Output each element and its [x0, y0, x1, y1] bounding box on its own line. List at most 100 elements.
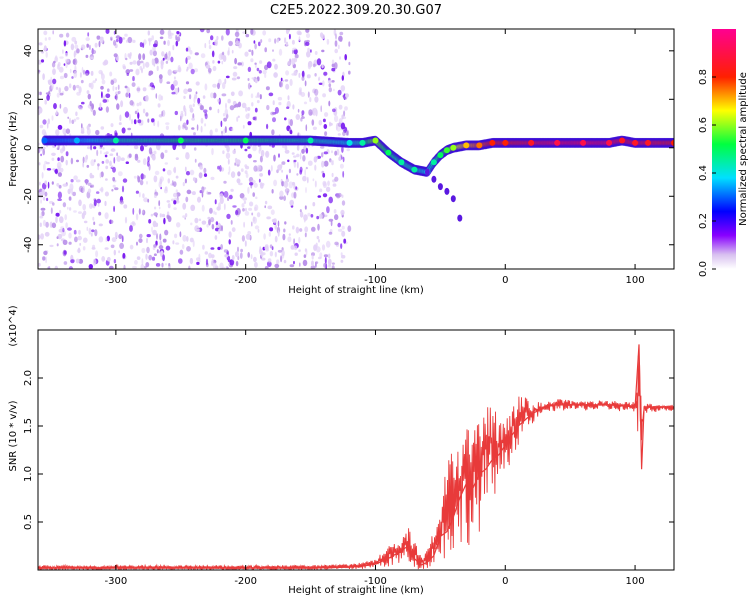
noise-speckle [316, 155, 319, 160]
noise-speckle [170, 83, 175, 91]
noise-speckle [116, 38, 119, 43]
noise-speckle [250, 93, 254, 99]
colorbar: 0.0 0.2 0.4 0.6 0.8 Normalized spectral ampl… [698, 29, 749, 277]
noise-speckle [221, 60, 224, 65]
noise-speckle [274, 107, 279, 114]
noise-speckle [288, 168, 291, 174]
noise-speckle [203, 109, 208, 113]
noise-speckle [198, 172, 203, 179]
noise-speckle [322, 193, 328, 198]
noise-speckle [285, 187, 288, 195]
noise-speckle [284, 117, 287, 121]
noise-speckle [147, 30, 150, 36]
track-point [372, 137, 379, 144]
track-point [398, 159, 405, 166]
noise-speckle [48, 266, 51, 269]
noise-speckle [118, 250, 120, 254]
noise-speckle [139, 101, 142, 106]
noise-speckle [259, 155, 263, 163]
noise-speckle [152, 50, 157, 57]
noise-speckle [192, 113, 195, 120]
noise-speckle [141, 210, 144, 214]
noise-speckle [301, 116, 305, 119]
noise-speckle [159, 36, 164, 40]
noise-speckle [105, 106, 109, 113]
noise-speckle [62, 145, 66, 152]
noise-speckle [159, 233, 162, 241]
noise-speckle [313, 112, 316, 116]
noise-speckle [96, 191, 100, 194]
noise-speckle [333, 62, 338, 70]
noise-speckle [95, 250, 99, 258]
noise-speckle [40, 212, 43, 217]
noise-speckle [67, 188, 71, 195]
noise-speckle [136, 60, 141, 66]
noise-speckle [52, 68, 56, 75]
noise-speckle [262, 30, 267, 36]
noise-speckle [78, 185, 84, 192]
noise-speckle [155, 93, 158, 99]
noise-speckle [182, 234, 187, 242]
noise-speckle [323, 160, 329, 167]
noise-speckle [274, 224, 278, 230]
noise-speckle [166, 169, 172, 176]
noise-speckle [254, 261, 258, 268]
noise-speckle [72, 84, 76, 91]
noise-speckle [74, 50, 77, 56]
noise-speckle [90, 159, 95, 167]
noise-speckle [127, 36, 133, 44]
noise-speckle [279, 195, 284, 200]
y-tick-label: -40 [23, 237, 34, 253]
noise-speckle [74, 236, 78, 243]
noise-speckle [194, 68, 198, 73]
noise-speckle [274, 38, 277, 44]
noise-speckle [142, 193, 145, 199]
noise-speckle [221, 225, 223, 232]
noise-speckle [80, 126, 85, 134]
noise-speckle [70, 43, 75, 51]
noise-speckle [86, 226, 89, 231]
noise-speckle [132, 265, 137, 269]
noise-speckle [96, 198, 101, 204]
noise-speckle [244, 170, 248, 175]
noise-speckle [247, 107, 251, 111]
noise-speckle [154, 206, 157, 210]
noise-speckle [322, 118, 326, 123]
noise-speckle [38, 234, 41, 240]
noise-speckle [228, 239, 231, 245]
noise-speckle [278, 153, 280, 158]
noise-speckle [312, 202, 316, 207]
noise-speckle [223, 117, 228, 122]
noise-speckle [223, 129, 226, 135]
noise-speckle [136, 241, 138, 246]
noise-speckle [215, 221, 219, 226]
noise-speckle [149, 49, 153, 56]
noise-speckle [331, 59, 335, 65]
noise-speckle [298, 236, 301, 244]
noise-speckle [65, 159, 68, 166]
noise-speckle [96, 35, 101, 40]
noise-speckle [318, 78, 320, 81]
noise-speckle [119, 200, 124, 205]
noise-speckle [161, 213, 166, 218]
noise-speckle [235, 209, 239, 216]
noise-speckle [43, 45, 47, 52]
noise-speckle [59, 167, 64, 173]
noise-speckle [109, 265, 114, 269]
noise-speckle [284, 79, 289, 82]
noise-speckle [85, 54, 89, 59]
noise-speckle [142, 158, 147, 166]
noise-speckle [73, 118, 77, 122]
noise-speckle [93, 146, 97, 150]
noise-speckle [345, 130, 349, 136]
noise-speckle [248, 207, 253, 211]
noise-speckle [141, 258, 144, 266]
noise-speckle [140, 173, 145, 180]
track-point [73, 137, 80, 144]
noise-speckle [75, 258, 80, 264]
noise-speckle [175, 40, 179, 47]
noise-speckle [212, 92, 217, 99]
noise-speckle [99, 36, 104, 44]
colorbar-tick-label: 0.0 [698, 261, 709, 277]
noise-speckle [153, 212, 158, 217]
